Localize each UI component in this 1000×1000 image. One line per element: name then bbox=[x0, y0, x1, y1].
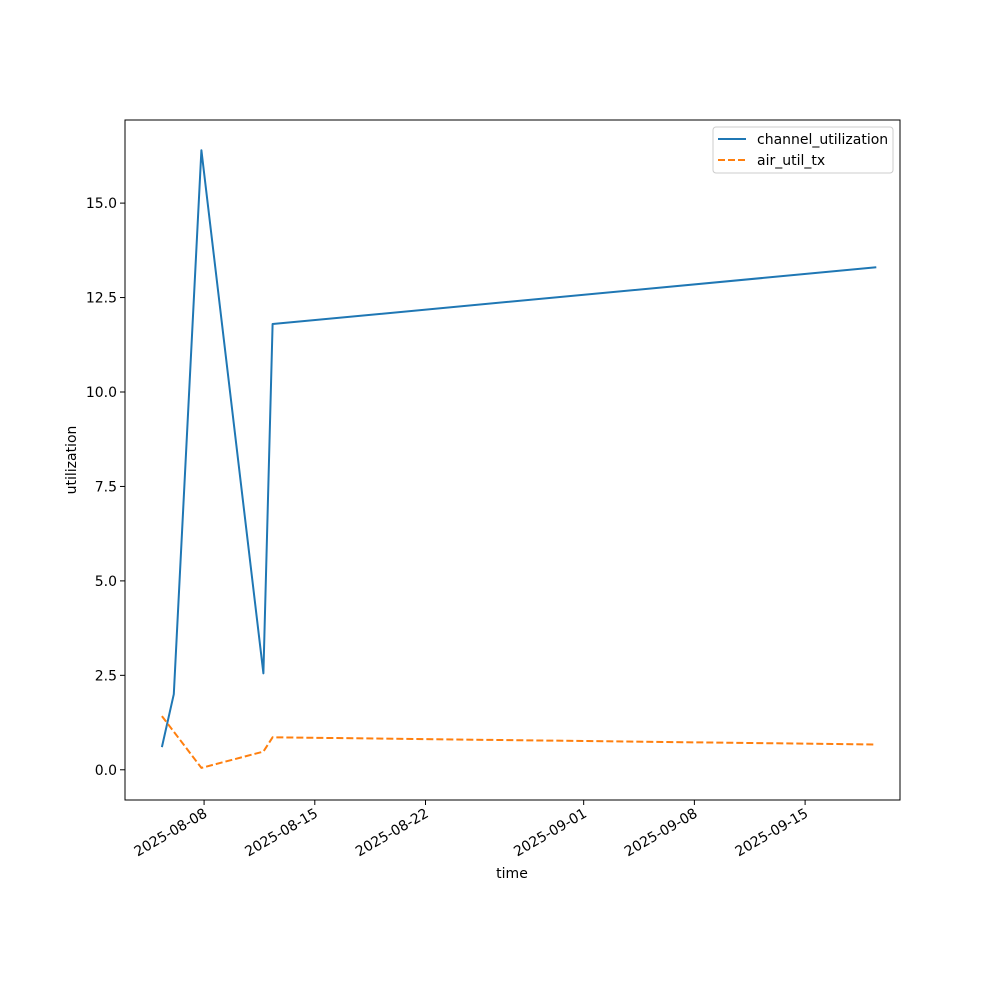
y-tick-label: 15.0 bbox=[86, 196, 117, 212]
y-tick-label: 10.0 bbox=[86, 385, 117, 401]
plot-frame bbox=[124, 119, 901, 801]
y-tick-label: 2.5 bbox=[95, 668, 117, 684]
y-axis-label: utilization bbox=[64, 426, 80, 495]
legend: channel_utilization air_util_tx bbox=[712, 126, 894, 174]
legend-label-air-util-tx: air_util_tx bbox=[757, 153, 825, 169]
legend-label-channel-utilization: channel_utilization bbox=[757, 132, 888, 148]
series-layer bbox=[160, 149, 877, 769]
y-tick-label: 5.0 bbox=[95, 574, 117, 590]
y-axis: 0.0 2.5 5.0 7.5 10.0 12.5 15.0 bbox=[86, 196, 125, 779]
x-axis-label: time bbox=[496, 866, 528, 882]
legend-box bbox=[712, 126, 894, 174]
series-line-air-util-tx bbox=[161, 715, 877, 769]
y-tick-label: 12.5 bbox=[86, 291, 117, 307]
plot-area bbox=[125, 120, 900, 800]
series-line-channel-utilization bbox=[160, 149, 877, 748]
y-tick-label: 0.0 bbox=[95, 763, 117, 779]
y-tick-label: 7.5 bbox=[95, 479, 117, 495]
